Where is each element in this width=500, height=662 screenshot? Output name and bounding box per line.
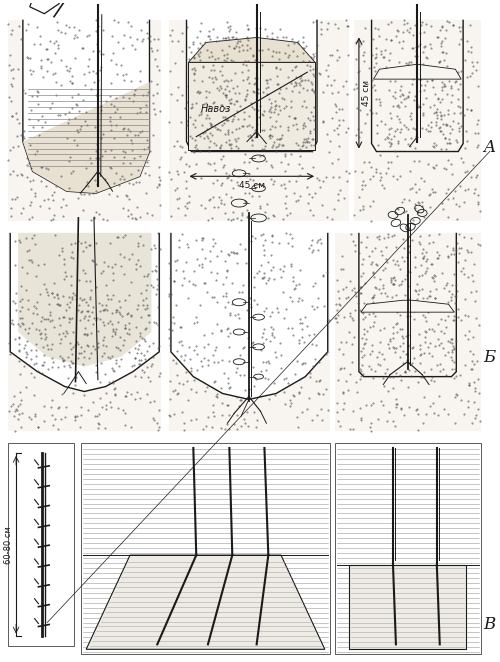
Polygon shape xyxy=(171,233,328,399)
Bar xyxy=(8,233,161,431)
Polygon shape xyxy=(10,233,159,391)
Bar xyxy=(169,233,330,431)
Polygon shape xyxy=(30,0,66,14)
Polygon shape xyxy=(359,233,456,377)
Polygon shape xyxy=(361,301,454,312)
Text: Навоз: Навоз xyxy=(201,104,232,114)
Text: Б: Б xyxy=(484,349,496,365)
Polygon shape xyxy=(186,20,317,152)
Bar xyxy=(349,565,466,649)
Text: В: В xyxy=(484,616,496,634)
Text: A: A xyxy=(484,138,496,156)
Text: 45 см: 45 см xyxy=(238,181,265,190)
Polygon shape xyxy=(18,233,152,367)
Polygon shape xyxy=(23,82,150,193)
Bar xyxy=(8,20,161,221)
Polygon shape xyxy=(188,38,315,62)
Bar xyxy=(354,20,480,221)
Bar xyxy=(8,443,74,646)
Bar xyxy=(334,443,480,654)
Text: 45 см: 45 см xyxy=(362,80,371,106)
Bar xyxy=(169,20,349,221)
Bar xyxy=(334,233,480,431)
Polygon shape xyxy=(188,62,315,150)
Text: 60-80 см: 60-80 см xyxy=(4,526,13,563)
Bar xyxy=(82,443,330,654)
Polygon shape xyxy=(374,64,461,79)
Polygon shape xyxy=(86,555,325,649)
Polygon shape xyxy=(372,20,463,152)
Polygon shape xyxy=(23,20,150,193)
